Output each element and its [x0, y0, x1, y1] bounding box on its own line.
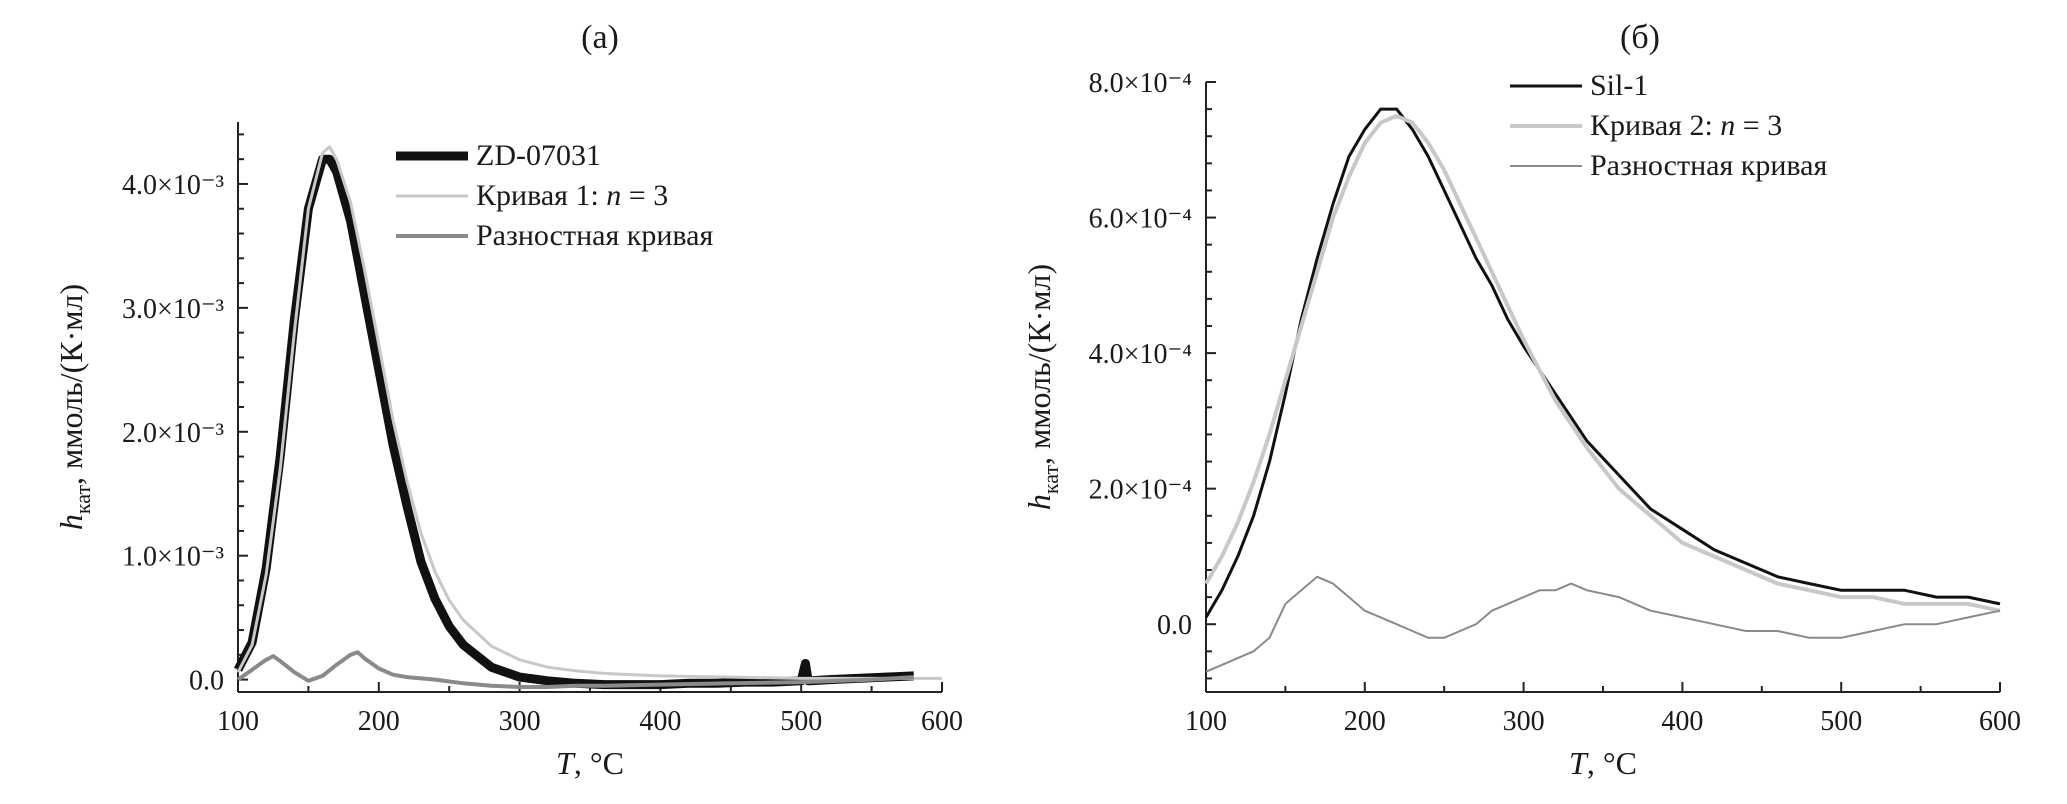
y-tick-label: 3.0×10⁻³: [122, 294, 224, 325]
x-tick-label: 500: [780, 706, 822, 737]
legend-entry: Разностная кривая: [1590, 149, 1827, 182]
x-tick-label: 400: [1661, 706, 1703, 737]
x-tick-label: 600: [1979, 706, 2021, 737]
legend-entry: ZD-07031: [476, 139, 601, 172]
y-axis-label: hкат, ммоль/(К·мл): [1021, 264, 1063, 510]
x-tick-label: 300: [1503, 706, 1545, 737]
x-tick-label: 200: [1344, 706, 1386, 737]
y-tick-label: 4.0×10⁻⁴: [1089, 339, 1192, 370]
series-line-2: [236, 145, 942, 680]
x-tick-label: 300: [499, 706, 541, 737]
series-line-1: [234, 154, 914, 690]
series-line-3: [236, 650, 914, 689]
y-tick-label: 6.0×10⁻⁴: [1089, 204, 1192, 235]
y-tick-label: 2.0×10⁻³: [122, 418, 224, 449]
series-line-1: [1204, 107, 2001, 619]
legend-entry: Sil-1: [1590, 69, 1648, 102]
series-line-3: [1205, 575, 2001, 673]
x-tick-label: 500: [1820, 706, 1862, 737]
y-tick-label: 4.0×10⁻³: [122, 170, 224, 201]
x-axis-label: T, °C: [556, 745, 624, 781]
x-tick-label: 600: [921, 706, 963, 737]
x-tick-label: 100: [217, 706, 259, 737]
legend-entry: Кривая 1: n = 3: [476, 179, 668, 212]
x-axis-label: T, °C: [1569, 745, 1637, 781]
y-tick-label: 2.0×10⁻⁴: [1089, 475, 1192, 506]
y-tick-label: 0.0: [189, 666, 224, 697]
x-tick-label: 200: [358, 706, 400, 737]
legend-entry: Разностная кривая: [476, 219, 713, 252]
panel-title: (б): [1620, 19, 1660, 56]
series-line-2: [1204, 113, 2001, 613]
legend-entry: Кривая 2: n = 3: [1590, 109, 1782, 142]
y-tick-label: 8.0×10⁻⁴: [1089, 68, 1192, 99]
x-tick-label: 100: [1185, 706, 1227, 737]
x-tick-label: 400: [639, 706, 681, 737]
panel-title: (a): [581, 19, 619, 56]
y-axis-label: hкат, ммоль/(К·мл): [53, 284, 95, 530]
y-tick-label: 0.0: [1157, 610, 1192, 641]
y-tick-label: 1.0×10⁻³: [122, 542, 224, 573]
